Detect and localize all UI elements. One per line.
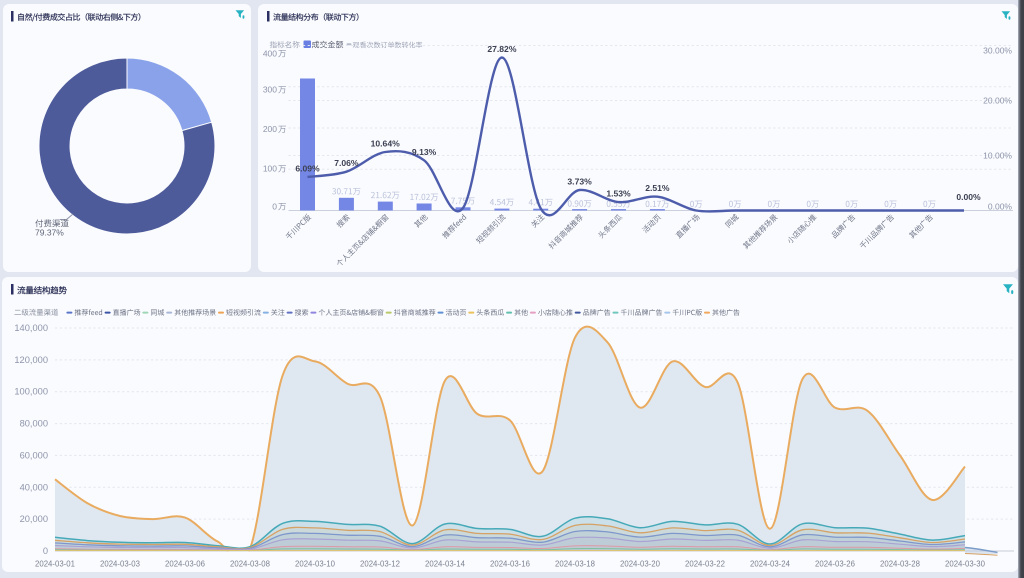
svg-text:20,000: 20,000 xyxy=(20,514,48,524)
svg-text:2024-03-14: 2024-03-14 xyxy=(425,560,466,569)
svg-text:100: 100 xyxy=(262,164,276,174)
svg-text:2024-03-20: 2024-03-20 xyxy=(620,560,661,569)
svg-text:30.00%: 30.00% xyxy=(983,46,1012,56)
svg-text:27.82%: 27.82% xyxy=(487,44,517,54)
svg-text:2024-03-22: 2024-03-22 xyxy=(685,560,725,569)
svg-text:300: 300 xyxy=(262,85,276,95)
svg-text:7.06%: 7.06% xyxy=(334,158,359,168)
svg-text:3.73%: 3.73% xyxy=(567,177,592,187)
svg-text:2024-03-12: 2024-03-12 xyxy=(360,560,400,569)
svg-text:0.00%: 0.00% xyxy=(987,202,1012,212)
svg-text:120,000: 120,000 xyxy=(14,355,48,365)
svg-text:0: 0 xyxy=(43,546,48,556)
svg-text:79.37%: 79.37% xyxy=(35,228,64,238)
svg-text:2024-03-03: 2024-03-03 xyxy=(100,560,140,569)
svg-text:2.51%: 2.51% xyxy=(645,183,670,193)
svg-text:2024-03-08: 2024-03-08 xyxy=(230,560,270,569)
svg-text:200: 200 xyxy=(262,124,276,134)
svg-text:80,000: 80,000 xyxy=(20,419,48,429)
svg-text:10.00%: 10.00% xyxy=(983,151,1012,161)
svg-text:2024-03-24: 2024-03-24 xyxy=(750,560,791,569)
svg-text:20.00%: 20.00% xyxy=(983,96,1012,106)
svg-text:2024-03-01: 2024-03-01 xyxy=(35,560,75,569)
svg-text:400: 400 xyxy=(262,49,276,59)
svg-text:40,000: 40,000 xyxy=(20,482,48,492)
svg-text:100,000: 100,000 xyxy=(14,387,48,397)
svg-text:2024-03-06: 2024-03-06 xyxy=(165,560,205,569)
svg-text:9.13%: 9.13% xyxy=(411,147,436,157)
svg-text:2024-03-16: 2024-03-16 xyxy=(490,560,530,569)
svg-text:60,000: 60,000 xyxy=(20,450,48,460)
svg-text:1.53%: 1.53% xyxy=(606,189,631,199)
svg-text:2024-03-30: 2024-03-30 xyxy=(945,560,986,569)
svg-text:0: 0 xyxy=(272,202,277,212)
svg-text:2024-03-18: 2024-03-18 xyxy=(555,560,595,569)
svg-text:140,000: 140,000 xyxy=(14,323,48,333)
svg-text:10.64%: 10.64% xyxy=(370,139,400,149)
svg-text:2024-03-10: 2024-03-10 xyxy=(295,560,336,569)
svg-text:0.00%: 0.00% xyxy=(956,192,981,202)
svg-text:6.09%: 6.09% xyxy=(295,164,320,174)
svg-text:2024-03-26: 2024-03-26 xyxy=(815,560,855,569)
svg-text:2024-03-28: 2024-03-28 xyxy=(880,560,920,569)
